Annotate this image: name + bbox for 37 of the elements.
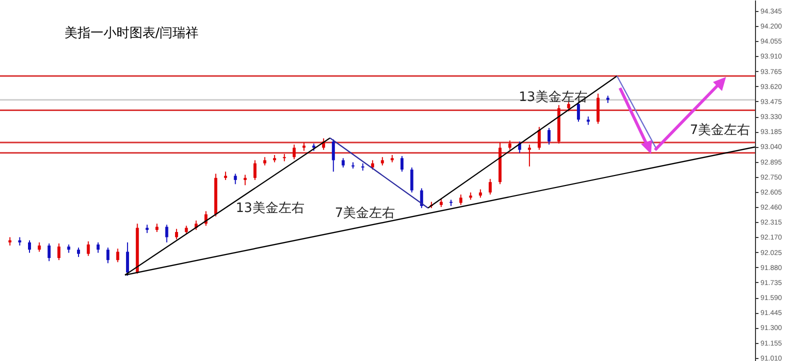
candlestick [548,127,551,146]
candlestick [342,158,345,168]
candlestick [400,156,404,172]
candlestick [96,242,100,254]
candlestick [253,160,256,180]
candlestick [86,240,90,256]
candlestick [332,138,335,172]
candlestick [528,144,531,167]
candlestick [576,101,580,122]
candlestick [596,93,600,124]
candlestick [567,101,570,112]
candlestick [282,153,286,162]
candlestick [77,247,80,258]
candlestick [538,126,541,150]
annotation: 13美金左右 [518,89,588,105]
candlestick [410,166,414,193]
candlestick [48,242,51,262]
annotation: 7美金左右 [334,205,396,221]
candlestick [488,178,492,196]
candlestick [126,242,130,276]
candlestick [371,160,374,170]
candlestick [106,247,110,264]
candlestick [508,140,512,150]
candlestick [292,144,296,160]
candlestick [459,194,462,206]
candlestick [165,224,168,243]
candlestick [57,242,60,261]
text: 美指一小时图表/闫瑞祥 [64,25,199,41]
candlestick [38,242,41,252]
candlestick [28,240,32,254]
candlestick [420,188,424,209]
candlestick [175,228,178,240]
candlestick [234,173,237,185]
candlestick [244,174,247,186]
candlestick [116,248,120,263]
annotation: 7美金左右 [690,122,750,138]
annotation: 13美金左右 [236,200,304,216]
